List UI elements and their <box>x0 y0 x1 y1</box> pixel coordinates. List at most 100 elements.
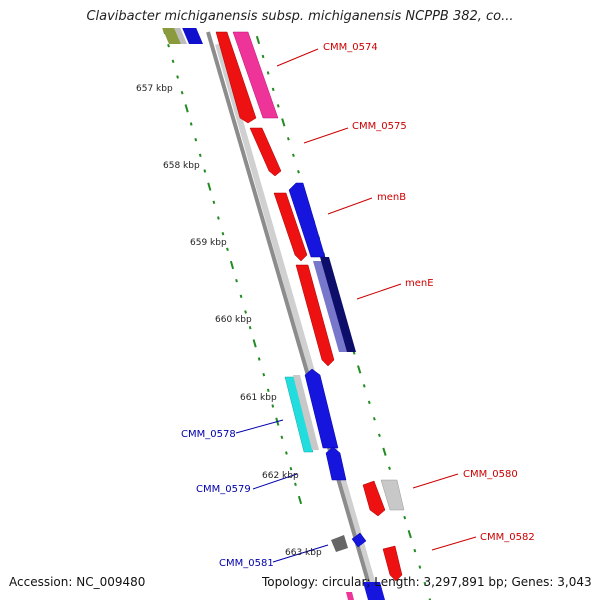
backbone-shadow <box>215 43 381 600</box>
tick-lines <box>162 28 432 600</box>
callout-cmm-0582 <box>431 536 477 551</box>
callout-cmm-0578 <box>235 419 284 434</box>
tick-mark <box>362 384 366 388</box>
gene-feature-cmm-0578[interactable] <box>284 376 314 453</box>
gene-feature-partial-blue <box>182 28 203 44</box>
gene-label-cmm-0580[interactable]: CMM_0580 <box>463 469 518 480</box>
callout-mene <box>356 283 402 300</box>
tick-mark <box>255 35 261 45</box>
gene-feature-menb[interactable] <box>273 192 308 262</box>
tick-mark <box>261 54 265 59</box>
tick-mark <box>207 182 212 191</box>
gene-feature-cmm-0578-gray <box>293 375 319 450</box>
gene-feature-cmm-0582[interactable] <box>382 545 403 582</box>
gene-feature-partial-gray <box>174 28 187 44</box>
tick-mark <box>212 200 216 205</box>
gene-feature-bottom-pink <box>346 592 354 600</box>
tick-mark <box>289 466 293 471</box>
tick-mark <box>271 87 275 92</box>
tick-mark <box>357 365 362 374</box>
tick-mark <box>229 260 235 270</box>
tick-mark <box>262 372 266 377</box>
tick-mark <box>388 466 391 470</box>
tick-mark <box>378 433 381 438</box>
gene-feature-partial-olive <box>162 28 181 44</box>
gene-feature-cmm-0574[interactable] <box>215 31 257 124</box>
genome-summary-text: Topology: circular; Length: 3,297,891 bp… <box>262 575 592 589</box>
gene-label-cmm-0582[interactable]: CMM_0582 <box>480 532 535 543</box>
gene-feature-cmm-0579[interactable] <box>325 446 347 481</box>
tick-mark <box>292 153 295 158</box>
gene-label-cmm-0578[interactable]: CMM_0578 <box>181 429 236 440</box>
tick-mark <box>180 90 184 95</box>
gene-feature-cmm-0581-gray <box>331 535 348 552</box>
accession-text: Accession: NC_009480 <box>9 575 146 589</box>
gene-feature-cmm-0574-bar <box>232 31 279 119</box>
gene-feature-mene-navy <box>320 257 356 352</box>
tick-mark <box>407 530 412 539</box>
tick-mark <box>217 216 220 220</box>
tick-mark <box>194 137 198 142</box>
gene-feature-mene-purple <box>313 261 348 352</box>
callout-menb <box>327 197 373 215</box>
callout-cmm-0579 <box>252 473 298 490</box>
tick-mark <box>171 59 175 64</box>
tick-mark <box>176 75 179 79</box>
gene-label-cmm-0579[interactable]: CMM_0579 <box>196 484 251 495</box>
tick-mark <box>252 339 257 348</box>
tick-mark <box>276 104 280 108</box>
kbp-label-656: 656 kbp <box>109 8 146 18</box>
kbp-label-662: 662 kbp <box>262 471 299 481</box>
kbp-label-659: 659 kbp <box>190 238 227 248</box>
kbp-label-661: 661 kbp <box>240 393 277 403</box>
tick-mark <box>297 495 303 505</box>
tick-mark <box>418 565 422 569</box>
tick-mark <box>257 357 261 361</box>
tick-mark <box>281 118 286 127</box>
gene-label-cmm-0575[interactable]: CMM_0575 <box>352 121 407 132</box>
tick-mark <box>167 43 170 48</box>
tick-mark <box>271 404 275 408</box>
kbp-label-663: 663 kbp <box>285 548 322 558</box>
kbp-label-658: 658 kbp <box>163 161 200 171</box>
gene-feature-cmm-0575[interactable] <box>249 127 282 177</box>
tick-mark <box>403 515 407 520</box>
gene-label-cmm-0581[interactable]: CMM_0581 <box>219 558 274 569</box>
tick-mark <box>382 447 387 456</box>
tick-mark <box>221 231 225 236</box>
tick-mark <box>248 325 252 330</box>
tick-mark <box>189 122 193 126</box>
gene-feature-cmm-0580[interactable] <box>362 480 386 517</box>
gene-feature-cmm-0578-blue <box>304 368 339 449</box>
gene-feature-cmm-0580-gray <box>380 479 405 511</box>
tick-mark <box>280 435 284 440</box>
tick-mark <box>266 71 270 75</box>
tick-mark <box>413 548 417 553</box>
tick-mark <box>367 400 371 405</box>
tick-mark <box>294 482 297 487</box>
tick-mark <box>285 451 288 455</box>
tick-mark <box>198 153 202 158</box>
tick-mark <box>239 294 243 299</box>
gene-feature-cmm-0581[interactable] <box>351 532 367 548</box>
tick-mark <box>297 170 300 174</box>
kbp-label-657: 657 kbp <box>136 84 173 94</box>
kbp-label-660: 660 kbp <box>215 315 252 325</box>
tick-mark <box>244 310 247 314</box>
tick-mark <box>266 388 270 393</box>
gene-label-menb[interactable]: menB <box>377 192 406 203</box>
callout-cmm-0580 <box>412 473 459 489</box>
gene-label-cmm-0574[interactable]: CMM_0574 <box>323 42 378 53</box>
callout-cmm-0575 <box>303 127 349 144</box>
tick-mark <box>423 581 427 586</box>
tick-mark <box>428 598 432 600</box>
gene-feature-bottom-blue <box>363 582 385 600</box>
tick-mark <box>203 169 207 173</box>
callout-cmm-0574 <box>276 48 319 67</box>
tick-mark <box>235 278 238 283</box>
tick-mark <box>372 417 376 421</box>
gene-feature-mene[interactable] <box>295 264 335 367</box>
tick-mark <box>184 104 189 113</box>
gene-label-mene[interactable]: menE <box>405 278 434 289</box>
